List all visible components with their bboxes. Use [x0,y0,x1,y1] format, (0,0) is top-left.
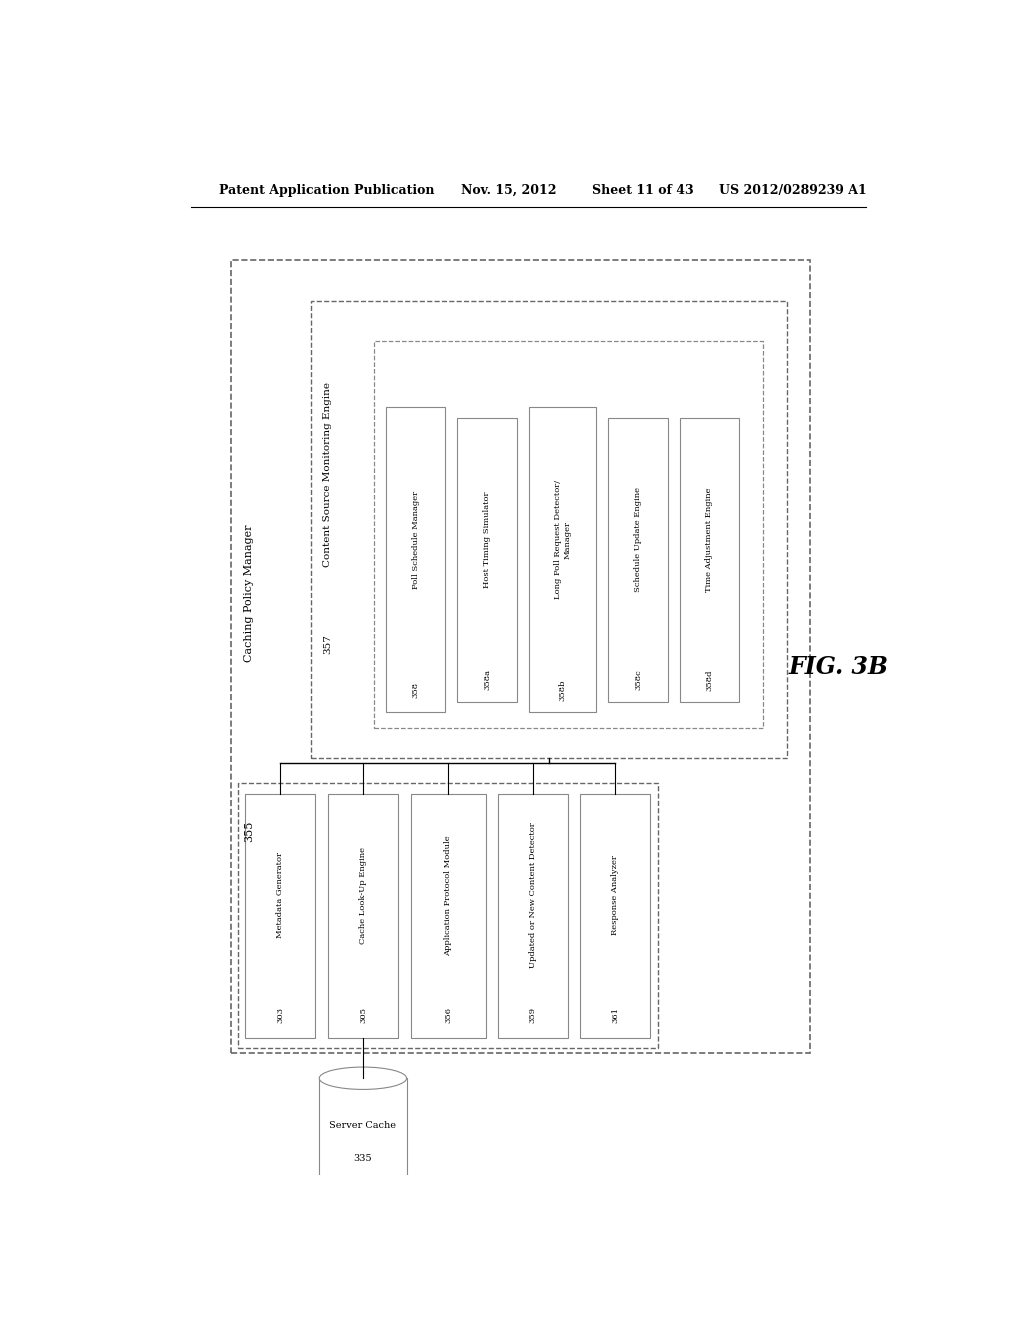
Ellipse shape [319,1067,407,1089]
Text: Time Adjustment Engine: Time Adjustment Engine [706,487,714,591]
Text: 357: 357 [324,634,333,653]
Bar [231,260,811,1053]
Bar [319,1078,407,1191]
Text: Caching Policy Manager: Caching Policy Manager [244,524,254,661]
Text: 358c: 358c [634,669,642,690]
Bar [310,301,786,758]
Text: Server Cache: Server Cache [330,1121,396,1130]
Text: FIG. 3B: FIG. 3B [788,655,888,678]
Bar [238,784,658,1048]
Text: Poll Schedule Manager: Poll Schedule Manager [412,491,420,589]
Text: Long Poll Request Detector/
Manager: Long Poll Request Detector/ Manager [554,480,571,599]
Bar [608,417,668,702]
Text: 355: 355 [244,820,254,842]
Text: Nov. 15, 2012: Nov. 15, 2012 [461,183,557,197]
Bar [498,793,567,1038]
Bar [458,417,517,702]
Bar [528,408,596,713]
Bar [386,408,445,713]
Bar [246,793,315,1038]
Text: Sheet 11 of 43: Sheet 11 of 43 [592,183,694,197]
Bar [680,417,739,702]
Bar [374,342,763,727]
Text: Schedule Update Engine: Schedule Update Engine [634,487,642,593]
Text: 358b: 358b [558,680,566,701]
Text: 359: 359 [528,1007,537,1023]
Text: Metadata Generator: Metadata Generator [276,853,285,939]
Text: 303: 303 [276,1007,285,1023]
Text: 356: 356 [444,1007,453,1023]
Text: Patent Application Publication: Patent Application Publication [219,183,435,197]
Text: 358: 358 [412,682,420,698]
Text: 358d: 358d [706,669,714,690]
Text: 305: 305 [358,1007,367,1023]
Text: US 2012/0289239 A1: US 2012/0289239 A1 [719,183,867,197]
Text: Cache Look-Up Engine: Cache Look-Up Engine [358,847,367,944]
Bar [411,793,486,1038]
Text: Content Source Monitoring Engine: Content Source Monitoring Engine [324,381,333,568]
Text: 361: 361 [611,1007,620,1023]
Text: Host Timing Simulator: Host Timing Simulator [483,491,492,587]
Bar [328,793,397,1038]
Text: 335: 335 [353,1154,372,1163]
Text: 358a: 358a [483,669,492,690]
Text: Response Analyzer: Response Analyzer [611,855,620,936]
Bar [581,793,650,1038]
Text: Application Protocol Module: Application Protocol Module [444,836,453,956]
Text: Updated or New Content Detector: Updated or New Content Detector [528,822,537,968]
